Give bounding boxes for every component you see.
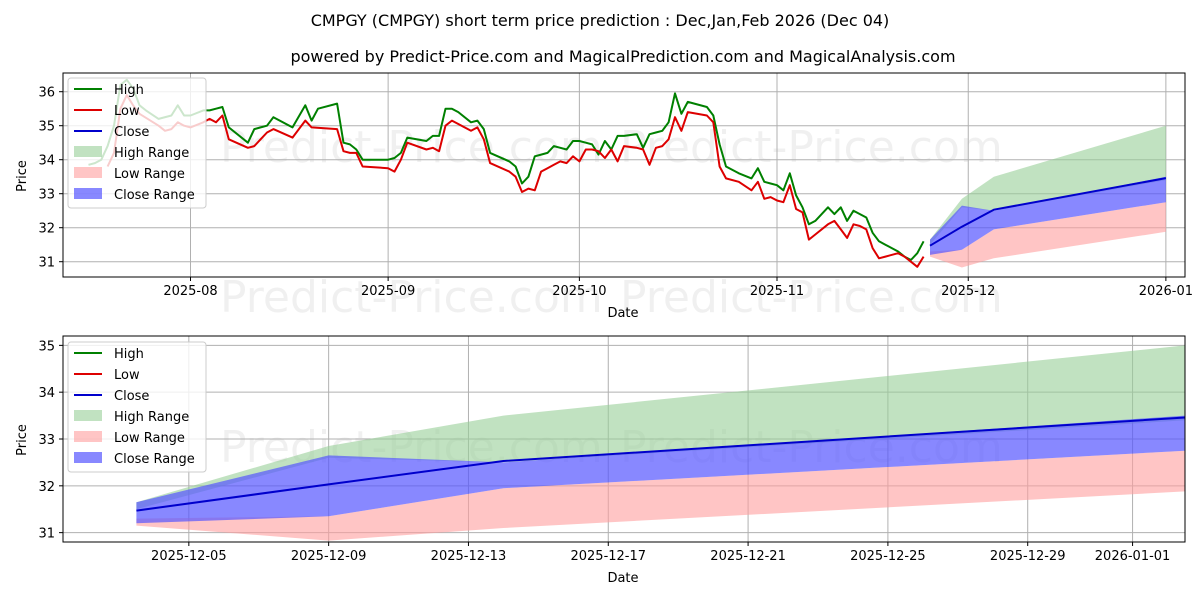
bottom-legend-low-range-swatch [74,431,102,442]
top-watermark-2: Predict-Price.com [620,122,1003,173]
top-watermark-4: Predict-Price.com [620,272,1003,323]
bottom-legend: High Low Close High Range Low Range Clos… [67,341,207,473]
top-y-tick-label: 35 [38,120,55,135]
top-high-line [88,78,925,261]
bottom-legend-close-range-swatch [74,452,102,463]
bottom-legend-close-range-label: Close Range [114,452,195,467]
bottom-y-label: Price [15,424,30,456]
top-marks [88,78,1167,268]
top-legend-high-range-label: High Range [114,146,189,161]
top-x-tick-label: 2025-08 [163,284,217,299]
top-legend-close-range-swatch [74,188,102,199]
top-y-tick-label: 36 [38,86,55,101]
top-y-tick-label: 33 [38,188,55,203]
chart-title: CMPGY (CMPGY) short term price predictio… [311,11,890,30]
top-low-range-band [930,202,1166,268]
top-legend-low-range-swatch [74,167,102,178]
top-legend-high-label: High [114,83,144,98]
top-legend: High Low Close High Range Low Range Clos… [67,77,207,209]
bottom-x-tick-label: 2025-12-25 [850,549,926,564]
top-legend-box [67,77,207,209]
bottom-x-tick-label: 2025-12-29 [990,549,1066,564]
bottom-x-label: Date [607,571,638,586]
top-x-tick-label: 2025-12 [941,284,995,299]
bottom-y-tick-label: 34 [38,386,55,401]
top-high-range-band [930,125,1166,245]
bottom-panel: Predict-Price.com Predict-Price.com 2025… [15,335,1186,586]
top-x-tick-label: 2026-01 [1139,284,1193,299]
bottom-x-tick-label: 2025-12-21 [710,549,786,564]
top-legend-high-range-swatch [74,146,102,157]
top-legend-close-label: Close [114,125,149,140]
top-close-line [929,177,1167,247]
top-y-tick-label: 34 [38,154,55,169]
top-frame [62,72,1186,278]
bottom-x-tick-label: 2025-12-09 [291,549,367,564]
bottom-x-tick-label: 2026-01-01 [1095,549,1171,564]
chart-subtitle: powered by Predict-Price.com and Magical… [290,47,955,66]
bottom-ticks: 2025-12-05 2025-12-09 2025-12-13 2025-12-17… [38,339,1170,564]
bottom-legend-high-range-label: High Range [114,410,189,425]
top-legend-close-range-label: Close Range [114,188,195,203]
bottom-legend-box [67,341,207,473]
bottom-close-line [136,416,1186,512]
top-y-label: Price [15,160,30,192]
bottom-y-tick-label: 33 [38,433,55,448]
top-y-tick-label: 32 [38,222,55,237]
bottom-close-range-band [136,415,1185,524]
bottom-legend-high-range-swatch [74,410,102,421]
bottom-y-tick-label: 32 [38,480,55,495]
bottom-y-tick-label: 35 [38,339,55,354]
top-legend-low-range-label: Low Range [114,167,185,182]
top-x-label: Date [607,306,638,321]
bottom-x-tick-label: 2025-12-05 [151,549,227,564]
top-close-range-band [930,176,1166,255]
top-low-line [106,94,925,268]
top-x-tick-label: 2025-09 [361,284,415,299]
bottom-legend-high-label: High [114,347,144,362]
bottom-legend-low-label: Low [114,368,140,383]
top-watermark-3: Predict-Price.com [220,272,603,323]
top-legend-low-label: Low [114,104,140,119]
top-y-tick-label: 31 [38,256,55,271]
top-ticks: 2025-08 2025-09 2025-10 2025-11 2025-12 2026-… [38,86,1193,299]
bottom-x-tick-label: 2025-12-13 [431,549,507,564]
bottom-legend-low-range-label: Low Range [114,431,185,446]
top-x-tick-label: 2025-11 [750,284,804,299]
bottom-legend-close-label: Close [114,389,149,404]
top-panel: Predict-Price.com Predict-Price.com Pred… [15,72,1193,323]
bottom-y-tick-label: 31 [38,527,55,542]
bottom-high-range-band [136,345,1185,510]
bottom-marks [136,345,1186,541]
top-watermark-1: Predict-Price.com [220,122,603,173]
top-x-tick-label: 2025-10 [552,284,606,299]
bottom-low-range-band [136,450,1185,541]
bottom-x-tick-label: 2025-12-17 [570,549,646,564]
